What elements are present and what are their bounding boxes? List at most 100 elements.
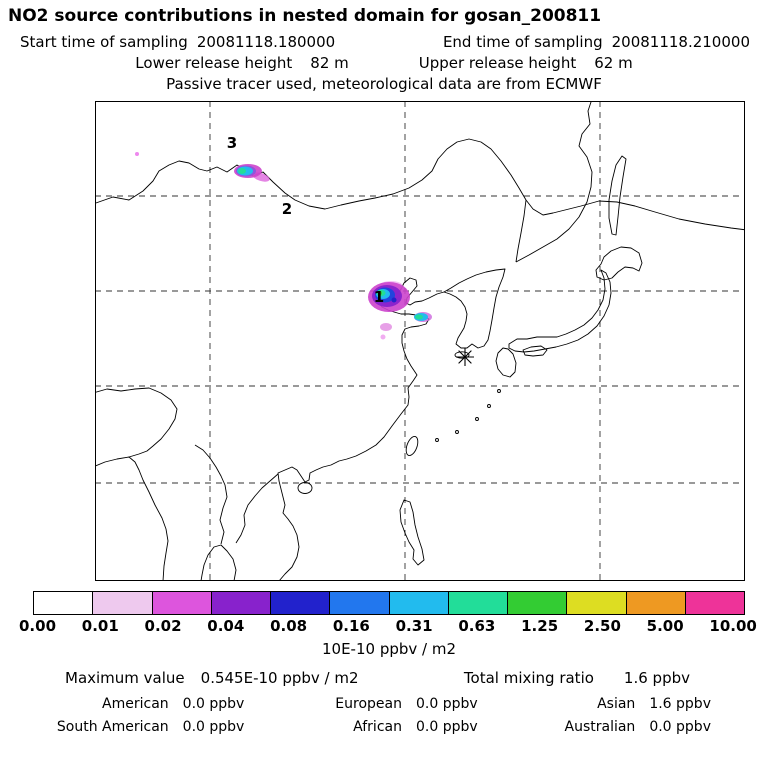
start-time: Start time of sampling 20081118.180000 — [20, 33, 335, 51]
maximum-value-label: Maximum value — [65, 669, 185, 687]
total-mixing-ratio-label: Total mixing ratio — [463, 669, 594, 687]
spacer — [367, 54, 401, 72]
map-border — [95, 101, 745, 581]
colorbar-tick-label: 0.00 — [19, 617, 57, 635]
island-luzon — [399, 499, 425, 566]
colorbar-segment — [211, 592, 271, 614]
island-ryukyu — [455, 430, 459, 434]
source-marker-3: 3 — [227, 134, 237, 152]
plume-wisp — [380, 334, 386, 340]
region-stat: American 0.0 ppbv — [34, 696, 267, 712]
colorbar-tick-label: 2.50 — [583, 617, 621, 635]
border-mongolia-russia — [95, 138, 745, 231]
region-value: 0.0 ppbv — [415, 696, 478, 712]
colorbar-tick-label: 0.02 — [144, 617, 182, 635]
colorbar-segment — [152, 592, 212, 614]
border-myanmar-thailand — [194, 444, 228, 545]
max-and-total-line: Maximum value 0.545E-10 ppbv / m2 Total … — [0, 669, 768, 687]
page-title: NO2 source contributions in nested domai… — [8, 6, 602, 26]
border-laos-vietnam — [235, 473, 279, 544]
border-himalaya — [95, 387, 178, 458]
colorbar-unit-label: 10E-10 ppbv / m2 — [321, 640, 457, 658]
colorbar-tick-labels: 0.00 0.01 0.02 0.04 0.08 0.16 0.31 0.63 1.25 2.50… — [19, 617, 757, 635]
tracer-note: Passive tracer used, meteorological data… — [166, 75, 602, 93]
sampling-times-line: Start time of sampling 20081118.180000 E… — [0, 33, 768, 51]
island-ryukyu — [497, 389, 501, 393]
plume-dot — [391, 297, 397, 303]
plume-core — [415, 314, 423, 320]
figure: NO2 source contributions in nested domai… — [0, 6, 768, 735]
coast-korea — [443, 268, 506, 349]
colorbar-segment — [330, 592, 390, 614]
region-contributions: American 0.0 ppbv European 0.0 ppbv Asian 1.6… — [34, 696, 734, 735]
island-ryukyu — [475, 417, 479, 421]
island-shikoku — [522, 345, 548, 357]
colorbar-tick-label: 10.00 — [709, 617, 757, 635]
island-ryukyu — [435, 438, 439, 442]
colorbar-segment — [271, 592, 331, 614]
colorbar-segment — [34, 592, 94, 614]
region-stat: African 0.0 ppbv — [267, 719, 500, 735]
colorbar-segment — [626, 592, 686, 614]
upper-release-label: Upper release height — [418, 54, 577, 72]
colorbar-segment — [448, 592, 508, 614]
plume-source-1-bohai — [368, 281, 410, 340]
star-arm — [458, 350, 472, 364]
end-time-label: End time of sampling — [442, 33, 603, 51]
island-sakhalin — [608, 155, 627, 236]
lower-release-label: Lower release height — [135, 54, 293, 72]
lower-release-value: 82 m — [310, 54, 349, 72]
region-value: 0.0 ppbv — [182, 696, 245, 712]
total-mixing-ratio-stat: Total mixing ratio 1.6 ppbv — [464, 669, 690, 687]
island-kyushu — [495, 347, 517, 378]
start-time-label: Start time of sampling — [20, 33, 188, 51]
island-jeju — [454, 351, 470, 359]
plume-source-3-baikal — [234, 164, 270, 182]
region-name: Australian — [564, 719, 636, 735]
release-heights-line: Lower release height 82 m Upper release … — [0, 54, 768, 72]
colorbar-tick-label: 1.25 — [521, 617, 559, 635]
map-panel: 1 2 3 — [95, 101, 745, 581]
region-name: African — [353, 719, 402, 735]
plume-core — [238, 168, 246, 174]
colorbar-tick-label: 5.00 — [646, 617, 684, 635]
plume-speck — [135, 152, 139, 156]
colorbar-segment — [567, 592, 627, 614]
maximum-value: 0.545E-10 ppbv / m2 — [200, 669, 359, 687]
gridlines — [95, 101, 745, 581]
colorbar-tick-label: 0.01 — [81, 617, 119, 635]
colorbar-tick-label: 0.31 — [395, 617, 433, 635]
colorbar-tick-label: 0.04 — [207, 617, 245, 635]
island-hainan — [297, 482, 313, 494]
plume-shandong-tip — [414, 312, 432, 322]
plume-wisp — [380, 323, 392, 331]
region-stat: Australian 0.0 ppbv — [501, 719, 734, 735]
end-time: End time of sampling 20081118.210000 — [443, 33, 750, 51]
start-time-value: 20081118.180000 — [196, 33, 336, 51]
island-taiwan — [405, 435, 419, 457]
region-stat: South American 0.0 ppbv — [34, 719, 267, 735]
source-marker-2: 2 — [282, 200, 292, 218]
statistics-panel: Maximum value 0.545E-10 ppbv / m2 Total … — [0, 669, 768, 735]
region-value: 1.6 ppbv — [649, 696, 711, 712]
source-marker-1: 1 — [374, 288, 384, 306]
coast-bay-of-bengal — [95, 456, 169, 581]
colorbar-tick-label: 0.63 — [458, 617, 496, 635]
region-name: American — [102, 696, 169, 712]
colorbar-segment — [389, 592, 449, 614]
region-name: South American — [56, 719, 169, 735]
plume-core — [378, 291, 382, 295]
island-hokkaido — [595, 246, 643, 281]
region-value: 0.0 ppbv — [415, 719, 478, 735]
region-name: European — [335, 696, 402, 712]
colorbar-segment — [93, 592, 153, 614]
coast-russia-pacific — [515, 101, 593, 263]
colorbar-segment — [685, 592, 744, 614]
colorbar-panel: 0.00 0.01 0.02 0.04 0.08 0.16 0.31 0.63 1.25 2.50… — [19, 591, 757, 658]
island-honshu — [508, 269, 612, 353]
border-ussuri — [515, 199, 527, 263]
coast-gulf-of-thailand — [200, 544, 237, 581]
colorbar-tick-label: 0.16 — [332, 617, 370, 635]
region-stat: Asian 1.6 ppbv — [501, 696, 734, 712]
island-ryukyu — [487, 404, 491, 408]
